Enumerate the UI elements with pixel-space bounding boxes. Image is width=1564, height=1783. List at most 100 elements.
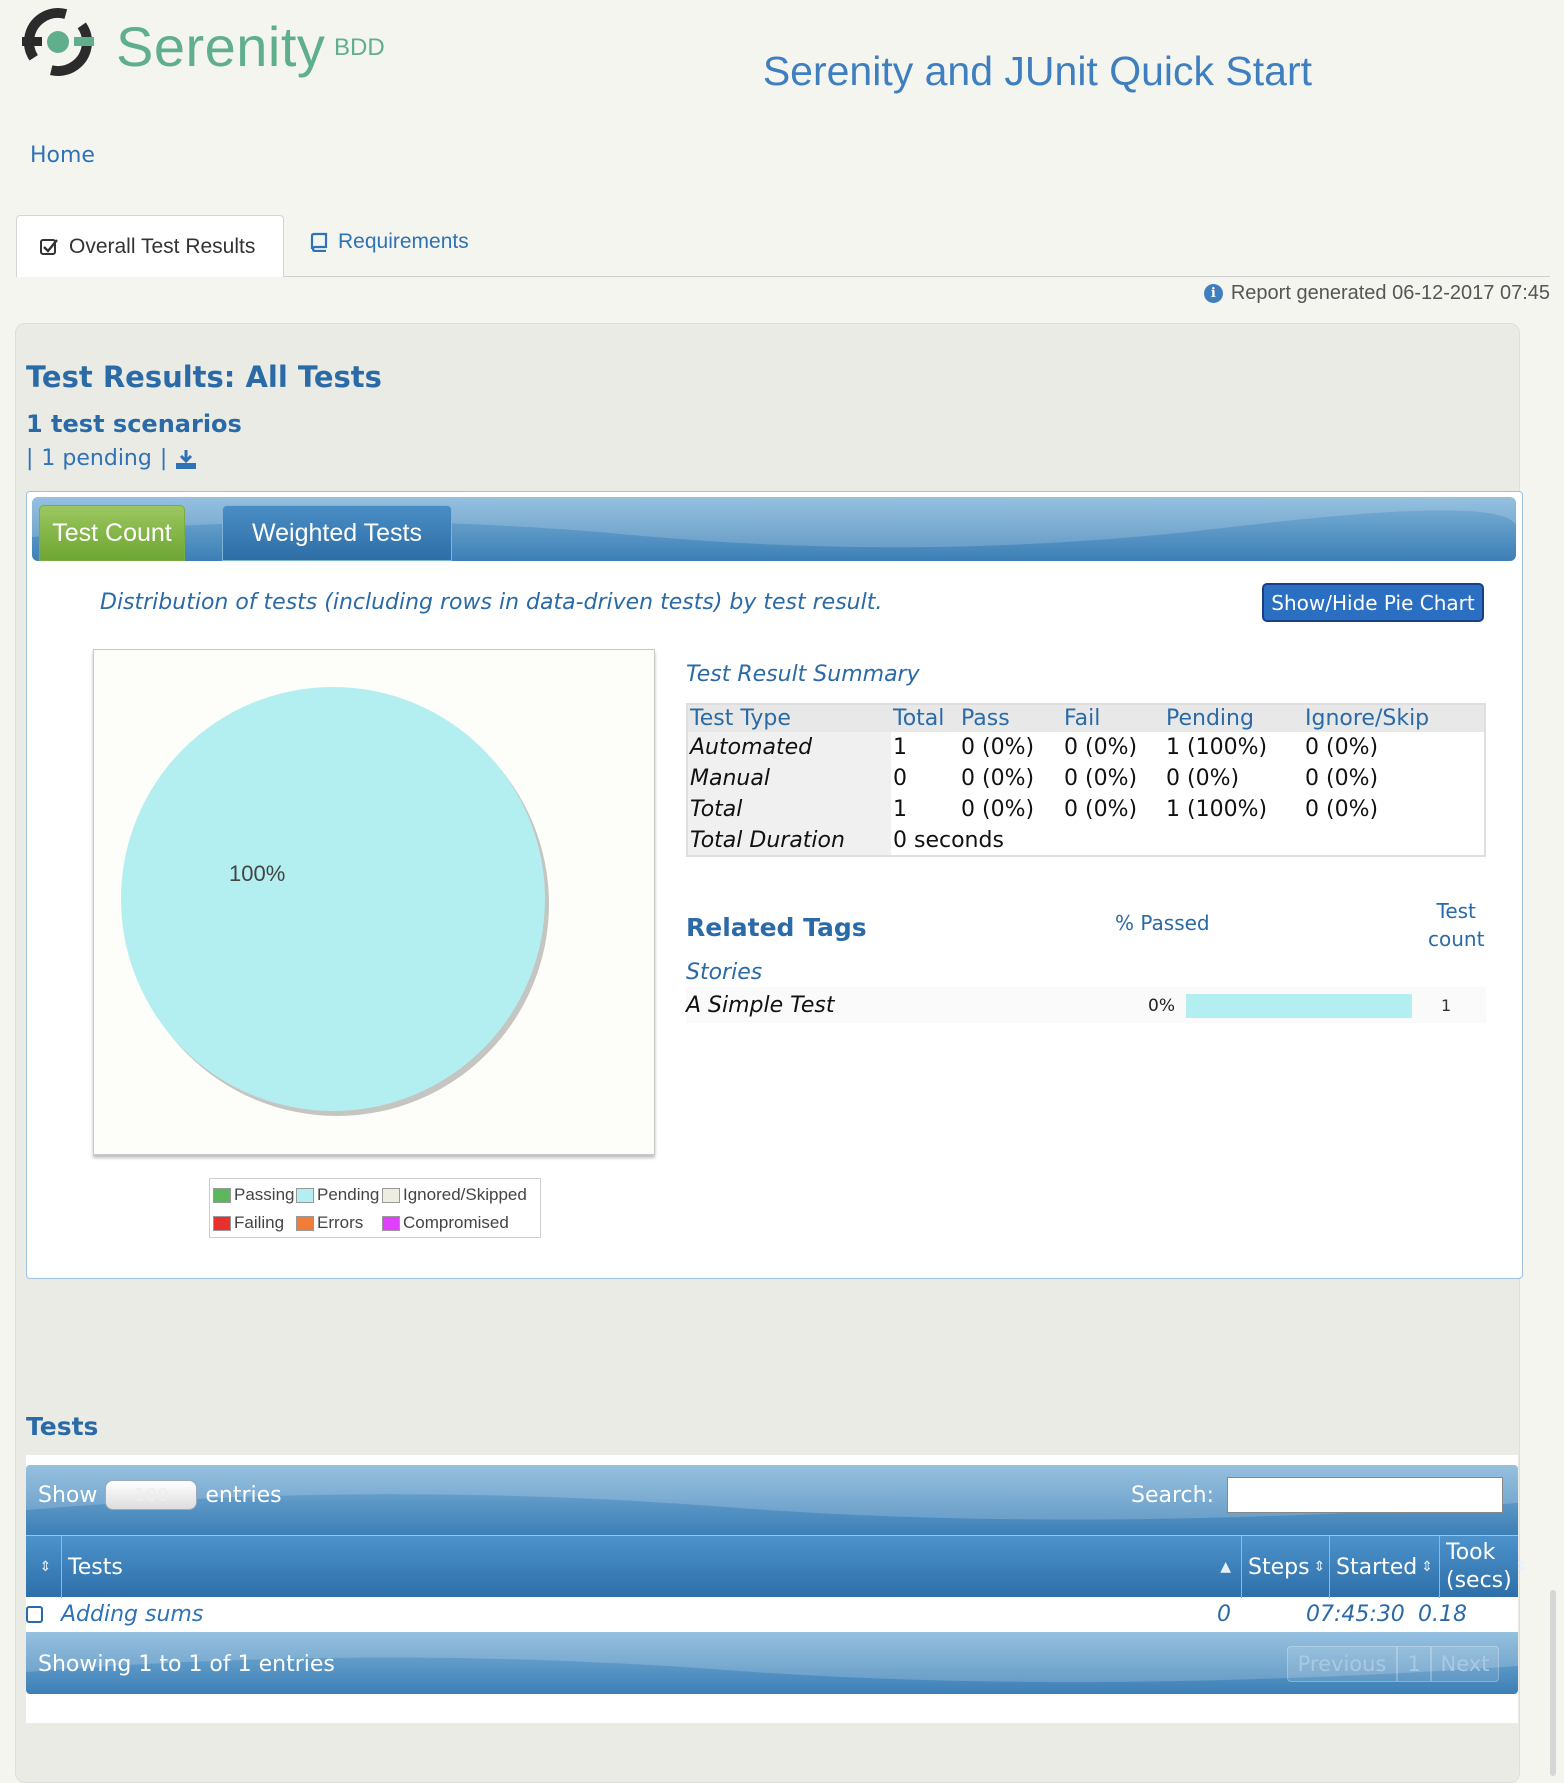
sort-ascending-icon: ▲ <box>1220 1559 1231 1575</box>
brand-name: Serenity <box>116 15 326 78</box>
show-hide-pie-chart-button[interactable]: Show/Hide Pie Chart <box>1262 583 1484 622</box>
summary-cell: 1 <box>893 797 907 822</box>
tests-table-footer <box>26 1632 1518 1694</box>
pie-slice-pending <box>121 687 545 1111</box>
tag-percent-passed: 0% <box>1148 996 1175 1016</box>
next-page-button[interactable]: Next <box>1431 1646 1499 1682</box>
summary-cell: 1 <box>893 735 907 760</box>
report-generated: i Report generated 06-12-2017 07:45 <box>1203 282 1550 305</box>
summary-header-pass: Pass <box>959 704 1062 732</box>
tab-weighted-tests[interactable]: Weighted Tests <box>222 505 452 561</box>
tests-table-header: ⇕ Tests ▲ Steps ⇕ Started ⇕ Took (secs) ⇕ <box>26 1535 1527 1598</box>
column-started-header[interactable]: Started ⇕ <box>1330 1536 1440 1598</box>
tests-section-title: Tests <box>26 1412 99 1441</box>
legend-item-compromised: Compromised <box>382 1213 509 1233</box>
page-1-button[interactable]: 1 <box>1397 1646 1431 1682</box>
test-count-header: Test count <box>1428 897 1484 953</box>
summary-header-total: Total <box>891 704 959 732</box>
tab-overall-label: Overall Test Results <box>69 234 256 258</box>
summary-cell: 1 (100%) <box>1166 735 1268 760</box>
serenity-logo-icon <box>22 8 94 76</box>
tag-group-stories[interactable]: Stories <box>686 960 763 985</box>
tabs-divider <box>16 276 1550 277</box>
tab-requirements-label: Requirements <box>338 230 469 253</box>
column-took-label-line1: Took <box>1446 1540 1496 1565</box>
summary-cell: 0 (0%) <box>1305 766 1379 791</box>
summary-cell: 0 (0%) <box>1064 735 1138 760</box>
brand-suffix: BDD <box>334 34 385 61</box>
test-name-link[interactable]: Adding sums <box>61 1602 204 1627</box>
test-started: 07:45:30 <box>1306 1602 1405 1627</box>
sort-icon: ⇕ <box>39 1559 52 1575</box>
summary-cell: Automated <box>687 732 891 763</box>
summary-row-manual: Manual 0 0 (0%) 0 (0%) 0 (0%) 0 (0%) <box>687 763 1485 794</box>
showing-entries-info: Showing 1 to 1 of 1 entries <box>38 1652 335 1677</box>
book-icon <box>310 232 328 252</box>
entries-label: entries <box>205 1482 282 1508</box>
column-tests-label: Tests <box>68 1554 123 1580</box>
pending-summary: | 1 pending | <box>26 446 197 471</box>
column-took-label: Took (secs) <box>1446 1539 1512 1595</box>
download-icon[interactable] <box>175 448 197 470</box>
percent-passed-header: % Passed <box>1115 911 1210 935</box>
pie-legend: Passing Pending Ignored/Skipped Failing … <box>209 1178 541 1238</box>
tab-test-count[interactable]: Test Count <box>39 505 185 561</box>
chart-tab-bar: Test Count Weighted Tests <box>32 497 1516 561</box>
legend-label-errors: Errors <box>317 1213 364 1232</box>
column-select-header[interactable]: ⇕ <box>26 1536 62 1598</box>
show-entries: Show 100 entries <box>38 1480 282 1510</box>
search-label: Search: <box>1131 1483 1214 1508</box>
summary-header-pending: Pending <box>1164 704 1303 732</box>
table-row <box>26 1598 1518 1632</box>
pie-data-label: 100% <box>229 861 285 886</box>
summary-cell: 0 (0%) <box>1064 797 1138 822</box>
summary-cell: Total <box>687 794 891 825</box>
column-tests-header[interactable]: Tests ▲ <box>62 1536 1242 1598</box>
summary-cell: 1 (100%) <box>1166 797 1268 822</box>
entries-per-page-select[interactable]: 100 <box>105 1480 198 1510</box>
summary-cell: 0 (0%) <box>1064 766 1138 791</box>
pending-link[interactable]: 1 pending <box>41 446 152 471</box>
tag-progress-bar <box>1186 994 1412 1018</box>
previous-page-button[interactable]: Previous <box>1287 1646 1397 1682</box>
project-title: Serenity and JUnit Quick Start <box>762 48 1312 94</box>
column-took-header[interactable]: Took (secs) ⇕ <box>1440 1536 1527 1598</box>
summary-header-ignore: Ignore/Skip <box>1303 704 1485 732</box>
summary-table: Test Type Total Pass Fail Pending Ignore… <box>686 703 1486 857</box>
sort-icon: ⇕ <box>1421 1559 1433 1575</box>
summary-header-row: Test Type Total Pass Fail Pending Ignore… <box>687 704 1485 732</box>
summary-duration-value: 0 seconds <box>893 827 1004 853</box>
sort-icon: ⇕ <box>1313 1559 1326 1575</box>
check-square-icon <box>40 238 58 255</box>
summary-cell: 0 <box>893 766 907 791</box>
row-checkbox[interactable] <box>26 1606 43 1623</box>
summary-header-type: Test Type <box>687 704 891 732</box>
summary-cell: 0 (0%) <box>1305 735 1379 760</box>
column-steps-header[interactable]: Steps ⇕ <box>1242 1536 1330 1598</box>
tab-overall-test-results[interactable]: Overall Test Results <box>16 215 284 277</box>
legend-item-pending: Pending <box>296 1185 379 1205</box>
summary-cell: 0 (0%) <box>961 735 1035 760</box>
pie-chart: 100% <box>121 687 549 1116</box>
toolbar-wave-decoration <box>26 1465 1518 1520</box>
page-scrollbar[interactable] <box>1550 1590 1556 1776</box>
show-label: Show <box>38 1482 98 1508</box>
related-tags-title: Related Tags <box>686 913 867 942</box>
legend-label-failing: Failing <box>234 1213 285 1232</box>
tab-requirements[interactable]: Requirements <box>310 230 469 254</box>
legend-swatch-compromised <box>382 1215 400 1231</box>
summary-row-automated: Automated 1 0 (0%) 0 (0%) 1 (100%) 0 (0%… <box>687 732 1485 763</box>
tag-test-count: 1 <box>1441 996 1452 1015</box>
sort-icon: ⇕ <box>1515 1559 1528 1575</box>
legend-label-compromised: Compromised <box>403 1213 509 1232</box>
summary-cell: 0 (0%) <box>1166 766 1240 791</box>
breadcrumb-home-link[interactable]: Home <box>30 143 95 168</box>
tag-name-link[interactable]: A Simple Test <box>686 993 835 1018</box>
summary-header-fail: Fail <box>1062 704 1164 732</box>
legend-item-failing: Failing <box>213 1213 284 1233</box>
legend-swatch-ignored <box>382 1187 400 1203</box>
pending-separator: | <box>26 446 34 471</box>
search-input[interactable] <box>1227 1477 1503 1513</box>
summary-cell: Manual <box>687 763 891 794</box>
column-took-label-line2: (secs) <box>1446 1568 1512 1593</box>
